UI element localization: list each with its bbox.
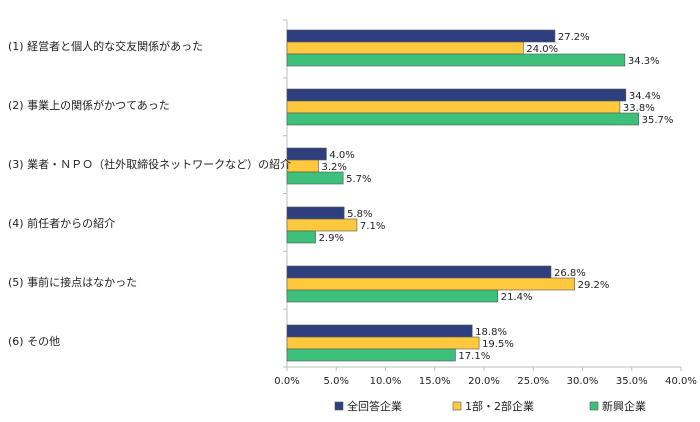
data-label: 4.0%	[329, 150, 354, 161]
bar	[286, 324, 473, 338]
x-tick-label: 35.0%	[616, 376, 648, 387]
data-label: 27.2%	[558, 32, 590, 43]
legend-entry: 全回答企業	[347, 399, 402, 413]
x-tick-label: 20.0%	[468, 376, 500, 387]
data-label: 7.1%	[360, 221, 385, 232]
data-label: 29.2%	[578, 280, 610, 291]
data-label: 17.1%	[458, 351, 490, 362]
data-label: 34.4%	[629, 91, 661, 102]
data-label: 18.8%	[475, 327, 507, 338]
data-label: 5.7%	[346, 174, 371, 185]
legend-swatch	[589, 401, 599, 411]
bar	[286, 265, 552, 279]
data-label: 33.8%	[623, 103, 655, 114]
category-label: (3) 業者・ＮＰＯ（社外取締役ネットワークなど）の紹介	[8, 157, 291, 171]
legend-entry: 新興企業	[602, 399, 646, 413]
data-label: 35.7%	[642, 115, 674, 126]
bar	[286, 348, 456, 362]
category-labels: (1) 経営者と個人的な交友関係があった (2) 事業上の関係がかつてあった (3)…	[8, 39, 291, 348]
x-tick-label: 0.0%	[274, 376, 299, 387]
bar	[286, 88, 627, 102]
legend: 全回答企業 1部・2部企業 新興企業	[334, 399, 646, 413]
bar	[286, 53, 626, 67]
x-tick-label: 15.0%	[419, 376, 451, 387]
data-label: 3.2%	[322, 162, 347, 173]
bar	[286, 289, 499, 303]
bar	[286, 277, 575, 291]
bar	[286, 100, 621, 114]
category-label: (6) その他	[8, 335, 60, 348]
bar	[286, 171, 344, 185]
bar	[286, 336, 480, 350]
category-label: (5) 事前に接点はなかった	[8, 275, 137, 289]
category-label: (1) 経営者と個人的な交友関係があった	[8, 39, 203, 53]
x-tick-label: 25.0%	[517, 376, 549, 387]
x-tick-label: 10.0%	[370, 376, 402, 387]
bar	[286, 230, 316, 244]
plot-area: 27.2%24.0%34.3%34.4%33.8%35.7%4.0%3.2%5.…	[283, 19, 681, 368]
data-label: 2.9%	[319, 233, 344, 244]
bar	[286, 41, 524, 55]
bar	[286, 206, 345, 220]
data-label: 21.4%	[501, 292, 533, 303]
bar	[286, 218, 358, 232]
x-tick-label: 5.0%	[324, 376, 349, 387]
category-label: (4) 前任者からの紹介	[8, 216, 115, 230]
data-label: 24.0%	[526, 44, 558, 55]
bar	[286, 112, 639, 126]
data-label: 26.8%	[554, 268, 586, 279]
bar	[286, 147, 327, 161]
legend-swatch	[452, 401, 462, 411]
legend-swatch	[334, 401, 344, 411]
bar	[286, 159, 319, 173]
bar	[286, 29, 556, 43]
legend-entry: 1部・2部企業	[465, 399, 534, 413]
x-tick-label: 30.0%	[567, 376, 599, 387]
x-axis: 0.0% 5.0% 10.0% 15.0% 20.0% 25.0% 30.0% 35.0% 40…	[274, 367, 697, 387]
data-label: 5.8%	[347, 209, 372, 220]
data-label: 19.5%	[482, 339, 514, 350]
category-label: (2) 事業上の関係がかつてあった	[8, 98, 170, 112]
data-label: 34.3%	[628, 56, 660, 67]
x-tick-label: 40.0%	[665, 376, 697, 387]
